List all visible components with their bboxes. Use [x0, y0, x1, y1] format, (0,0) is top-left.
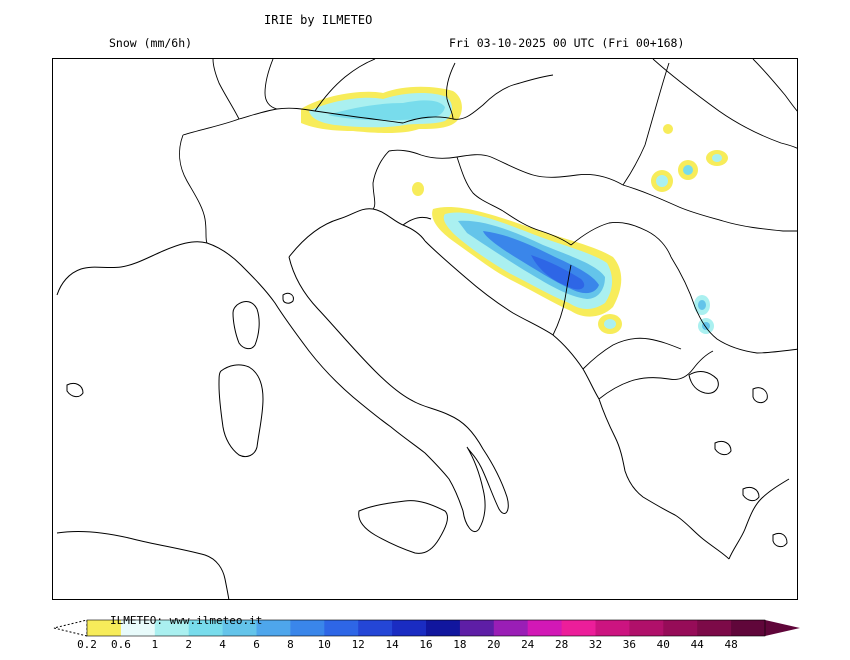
scale-tick-label: 1 — [151, 638, 159, 651]
scale-tick-label: 48 — [724, 638, 738, 651]
scale-swatch — [120, 620, 156, 636]
scale-swatch — [392, 620, 427, 636]
country-borders — [179, 59, 797, 400]
scale-high-arrow — [765, 620, 800, 636]
scale-tick-label: 32 — [588, 638, 603, 651]
chart-title: IRIE by ILMETEO — [264, 13, 373, 27]
scale-tick-label: 8 — [287, 638, 294, 651]
scale-swatch — [493, 620, 529, 636]
scale-swatch — [87, 620, 122, 636]
credit-text: ILMETEO: www.ilmeteo.it — [110, 614, 263, 627]
scale-tick-label: 2 — [185, 638, 192, 651]
valid-time-label: Fri 03-10-2025 00 UTC (Fri 00+168) — [449, 36, 685, 50]
scale-swatch — [731, 620, 766, 636]
snow-map — [52, 58, 798, 600]
scale-tick-label: 6 — [253, 638, 260, 651]
scale-tick-label: 36 — [622, 638, 637, 651]
map-canvas — [56, 59, 797, 599]
snow-spots — [412, 124, 728, 334]
scale-swatch — [256, 620, 291, 636]
scale-swatch — [358, 620, 393, 636]
scale-swatch — [426, 620, 461, 636]
scale-low-arrow — [53, 619, 88, 637]
scale-tick-label: 0.6 — [110, 638, 131, 651]
scale-tick-label: 14 — [385, 638, 399, 651]
snow-field-alps — [301, 86, 462, 133]
scale-swatch — [290, 620, 325, 636]
snow-field-balkans — [432, 206, 622, 317]
scale-tick-label: 20 — [487, 638, 501, 651]
scale-tick-label: 4 — [219, 638, 226, 651]
scale-swatch — [527, 620, 563, 636]
scale-swatch — [222, 620, 257, 636]
scale-tick-label: 24 — [521, 638, 535, 651]
scale-tick-label: 44 — [690, 638, 704, 651]
scale-tick-label: 28 — [554, 638, 569, 651]
scale-tick-label: 40 — [656, 638, 670, 651]
scale-swatch — [697, 620, 732, 636]
scale-tick-label: 10 — [317, 638, 331, 651]
scale-swatch — [561, 620, 596, 636]
color-scale-bar — [53, 619, 800, 637]
scale-tick-label: 16 — [419, 638, 433, 651]
scale-tick-label: 18 — [453, 638, 467, 651]
variable-label: Snow (mm/6h) — [109, 36, 193, 50]
scale-tick-label: 12 — [351, 638, 365, 651]
scale-swatch — [459, 620, 495, 636]
scale-swatch — [154, 620, 190, 636]
scale-swatch — [324, 620, 359, 636]
scale-frame — [86, 619, 766, 637]
coastlines — [56, 208, 790, 599]
scale-swatch — [629, 620, 664, 636]
scale-tick-label: 0.2 — [77, 638, 97, 651]
scale-swatch — [188, 620, 224, 636]
scale-swatch — [595, 620, 630, 636]
color-scale — [0, 612, 850, 656]
scale-swatch — [663, 620, 698, 636]
